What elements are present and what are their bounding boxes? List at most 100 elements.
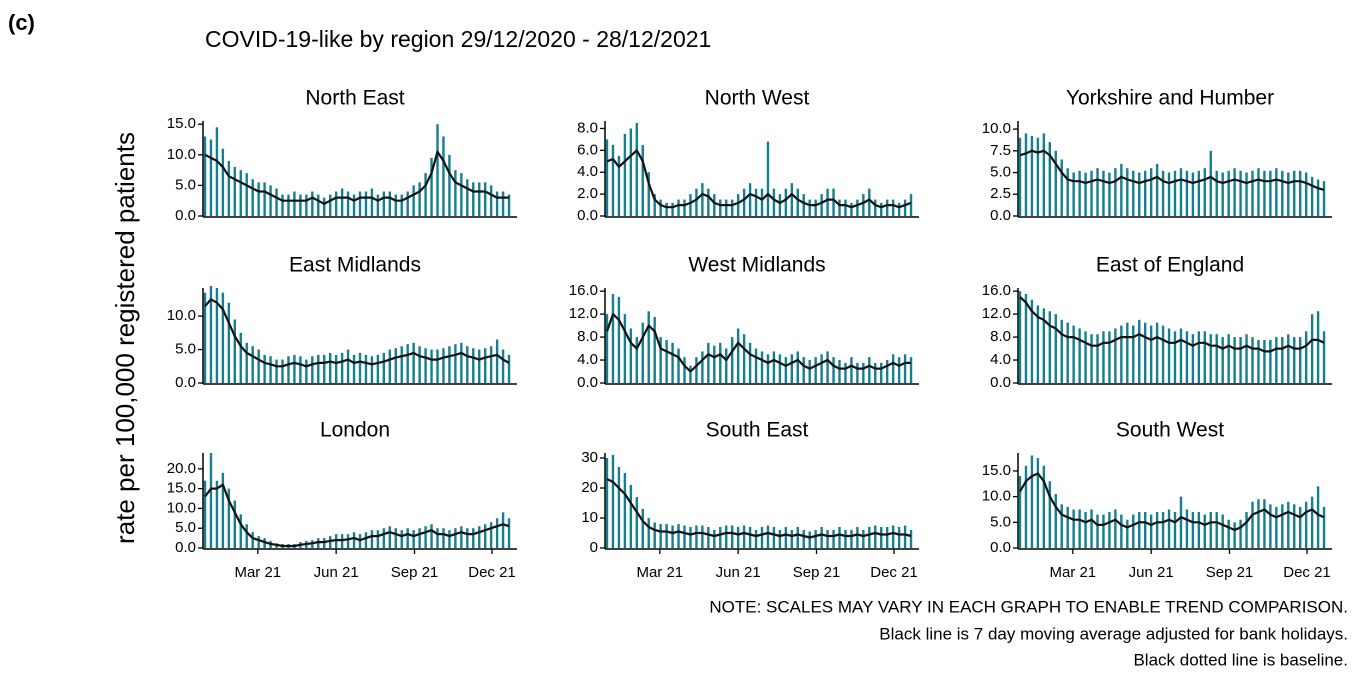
bar [1054,494,1057,548]
y-tick-label: 20.0 [167,460,196,477]
bar [617,467,621,548]
bar [1143,512,1147,548]
bar [862,362,865,383]
bar [489,346,493,383]
bar [1281,504,1284,548]
bar [424,526,427,548]
bar [713,194,716,216]
bar [1275,337,1278,383]
y-tick-label: 15.0 [167,115,196,132]
y-tick-label: 0 [590,539,598,556]
bar [605,458,609,548]
bar [1108,331,1111,383]
bar [1173,512,1177,548]
bar [820,527,823,548]
bar [868,357,871,383]
bar [903,525,907,548]
bar [742,525,746,548]
bar [1275,506,1278,548]
bar [874,525,877,548]
y-tick-label: 4.0 [577,351,598,368]
bar [707,342,710,383]
bar [1179,168,1183,216]
bar [748,342,752,383]
y-tick-label: 2.0 [577,185,598,202]
bar [844,199,847,216]
bar [311,356,314,383]
bar [1191,172,1195,216]
bar [1149,168,1153,216]
bar [436,349,439,383]
bar [754,188,758,216]
bar [334,191,338,216]
bar [352,532,356,548]
bar [1132,325,1135,383]
bar [1287,334,1290,383]
bar [713,345,716,383]
bar [460,526,463,548]
bar [472,182,475,216]
bar [394,528,397,548]
bar [647,172,650,216]
y-tick-label: 4.0 [577,163,598,180]
bar [376,354,380,383]
bar [1298,337,1302,383]
bar [1209,150,1212,216]
bar [671,525,674,548]
bar [412,530,415,548]
bar [1251,337,1254,383]
bar [617,155,621,216]
bar [665,202,668,216]
bar [1233,168,1236,216]
bar [1197,512,1201,548]
bar [1018,137,1022,216]
bar [1203,331,1207,383]
bar [1030,455,1034,548]
y-tick-label: 10.0 [167,307,196,324]
bar [1114,168,1117,216]
bar [1102,514,1105,548]
x-tick-label: Dec 21 [468,564,516,581]
bar [1072,172,1075,216]
bar [736,194,740,216]
bar [1084,172,1087,216]
bar [736,527,740,548]
bar [1293,504,1296,548]
bar [382,352,386,383]
bar [1078,328,1081,383]
y-tick-label: 7.5 [990,142,1011,159]
bar [382,528,386,548]
bar [856,199,859,216]
bar [1018,291,1022,383]
moving-average-line [605,313,911,373]
bar [227,160,231,216]
moving-average-line [204,483,510,548]
bar [430,524,433,548]
bar [495,191,499,216]
bar [641,322,644,383]
bar [862,194,865,216]
bar [1275,168,1278,216]
bar [1316,311,1320,383]
bar [1126,168,1129,216]
bar [1257,339,1260,383]
bar [1143,322,1147,383]
bar [1090,334,1093,383]
bar [215,287,219,383]
bar [659,199,662,216]
x-tick-label: Sep 21 [391,564,439,581]
y-tick-label: 8.0 [577,119,598,136]
bar [1120,325,1123,383]
panel-title: Yorkshire and Humber [1066,87,1274,110]
bar [1322,331,1326,383]
bar [501,349,505,383]
y-tick-label: 15.0 [982,462,1011,479]
bar [340,352,344,383]
bar [436,528,439,548]
bar [850,202,853,216]
y-tick-label: 0.0 [175,207,196,224]
bar [808,360,811,383]
bar [754,348,758,383]
bar [448,530,451,548]
bar [1173,170,1177,216]
